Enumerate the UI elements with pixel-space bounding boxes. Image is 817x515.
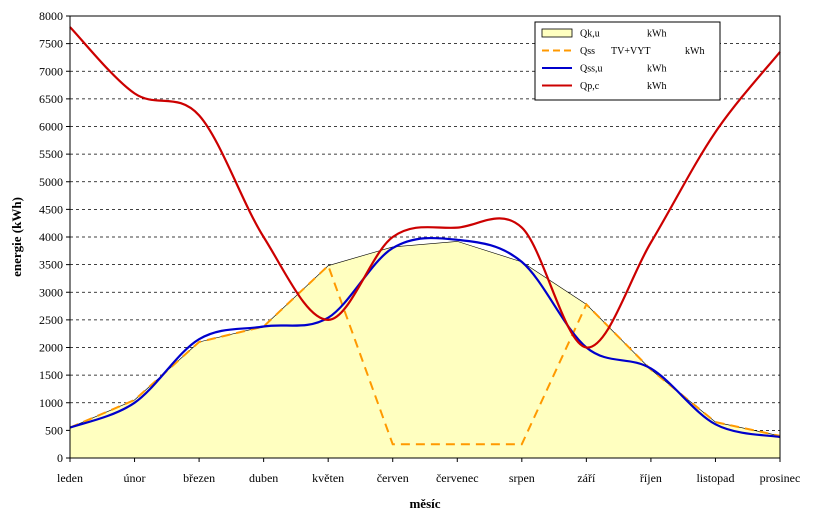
series-line-qssu	[69, 236, 781, 439]
y-tick-label-6000: 6000	[39, 120, 63, 134]
y-tick-label-1500: 1500	[39, 368, 63, 382]
x-tick-label-6: červenec	[436, 471, 479, 485]
x-tick-label-10: listopad	[696, 471, 734, 485]
x-tick-label-2: březen	[183, 471, 215, 485]
x-tick-label-11: prosinec	[760, 471, 801, 485]
series-area-qku	[69, 241, 781, 459]
series-line-qpc	[69, 26, 781, 349]
y-tick-label-4000: 4000	[39, 230, 63, 244]
legend-swatch-0	[541, 28, 573, 38]
legend-label-0: Qk,u	[580, 29, 600, 40]
y-tick-label-5000: 5000	[39, 175, 63, 189]
series-line-qss	[69, 263, 781, 446]
y-axis-ticks: 0 500 1000 1500 2000 2500 3000 3500 4000 4500 5000…	[39, 9, 70, 465]
y-tick-label-3500: 3500	[39, 258, 63, 272]
y-axis-title: energie (kWh)	[9, 197, 24, 277]
y-tick-label-500: 500	[45, 423, 63, 437]
y-tick-label-6500: 6500	[39, 92, 63, 106]
legend-suffix-1: TV+VYT	[611, 46, 651, 57]
x-tick-label-0: leden	[57, 471, 83, 485]
y-tick-label-1000: 1000	[39, 396, 63, 410]
y-tick-label-3000: 3000	[39, 285, 63, 299]
y-tick-label-5500: 5500	[39, 147, 63, 161]
legend-unit-2: kWh	[647, 64, 666, 75]
y-tick-label-2500: 2500	[39, 313, 63, 327]
y-tick-label-8000: 8000	[39, 9, 63, 23]
x-axis-ticks: leden únor březen duben květen červen červenec…	[57, 458, 800, 485]
legend-label-2: Qss,u	[580, 64, 603, 75]
x-tick-label-5: červen	[377, 471, 409, 485]
y-tick-label-4500: 4500	[39, 202, 63, 216]
series-layer	[69, 26, 781, 446]
y-tick-label-7500: 7500	[39, 37, 63, 51]
x-tick-label-1: únor	[124, 471, 146, 485]
x-tick-label-3: duben	[249, 471, 278, 485]
legend-unit-0: kWh	[647, 29, 666, 40]
legend-label-1: Qss	[580, 46, 595, 57]
x-tick-label-9: říjen	[640, 471, 662, 485]
legend-label-3: Qp,c	[580, 81, 600, 92]
x-tick-label-8: září	[577, 471, 596, 485]
legend-unit-1: kWh	[685, 46, 704, 57]
legend: Qk,u kWh Qss TV+VYT kWh Qss,u kWh Qp,c kWh	[534, 21, 721, 101]
x-tick-label-4: květen	[312, 471, 344, 485]
x-axis-title: měsíc	[409, 496, 440, 511]
x-tick-label-7: srpen	[509, 471, 535, 485]
y-tick-label-0: 0	[57, 451, 63, 465]
legend-unit-3: kWh	[647, 81, 666, 92]
y-tick-label-7000: 7000	[39, 64, 63, 78]
area-layer	[69, 241, 781, 459]
y-tick-label-2000: 2000	[39, 341, 63, 355]
